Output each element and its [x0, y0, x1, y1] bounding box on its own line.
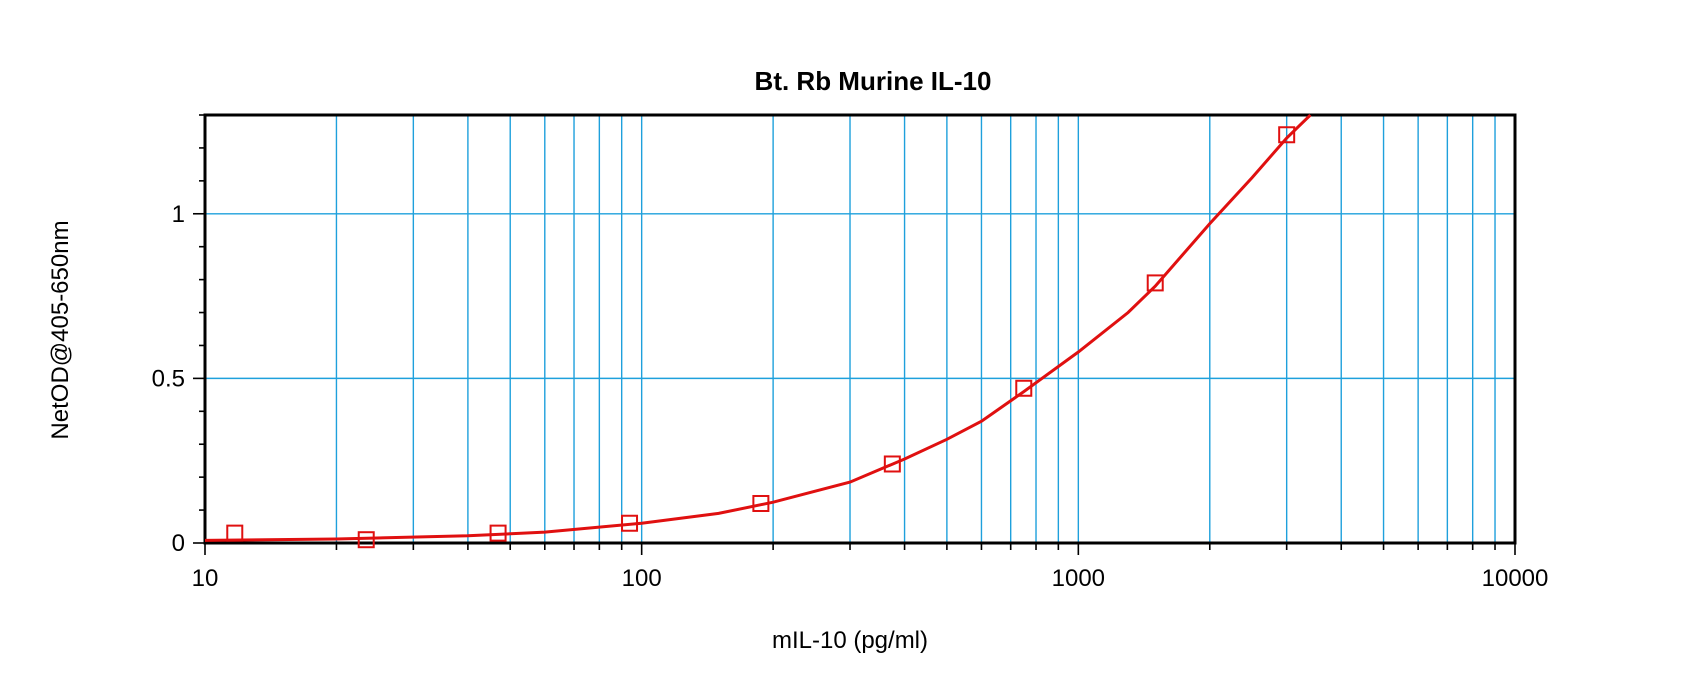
- data-point-marker: [1278, 126, 1296, 144]
- data-point-marker: [1146, 274, 1164, 292]
- data-point-marker: [752, 494, 770, 512]
- fit-curve-line: [205, 114, 1312, 542]
- chart-title: Bt. Rb Murine IL-10: [755, 66, 992, 96]
- data-point-marker: [621, 514, 639, 532]
- tick-marks: [193, 114, 1516, 555]
- data-points: [226, 126, 1296, 549]
- x-tick-label: 10: [192, 565, 219, 592]
- x-axis-label: mIL-10 (pg/ml): [772, 627, 928, 654]
- data-point-marker: [226, 524, 244, 542]
- x-tick-label: 1000: [1052, 565, 1105, 592]
- tick-labels: 10 100 1000 10000 0 0.5 1: [152, 201, 1549, 592]
- x-tick-label: 10000: [1482, 565, 1549, 592]
- plot-frame: [203, 113, 1517, 545]
- y-tick-label: 1: [172, 201, 185, 228]
- y-tick-label: 0: [172, 530, 185, 557]
- grid-lines: [205, 115, 1515, 543]
- data-point-marker: [357, 531, 375, 549]
- data-point-marker: [883, 455, 901, 473]
- y-axis-label: NetOD@405-650nm: [47, 220, 74, 439]
- data-point-marker: [489, 524, 507, 542]
- y-tick-label: 0.5: [152, 365, 185, 392]
- axes: [203, 113, 1517, 545]
- data-point-marker: [1015, 379, 1033, 397]
- fit-curve: [205, 114, 1312, 542]
- x-tick-label: 100: [622, 565, 662, 592]
